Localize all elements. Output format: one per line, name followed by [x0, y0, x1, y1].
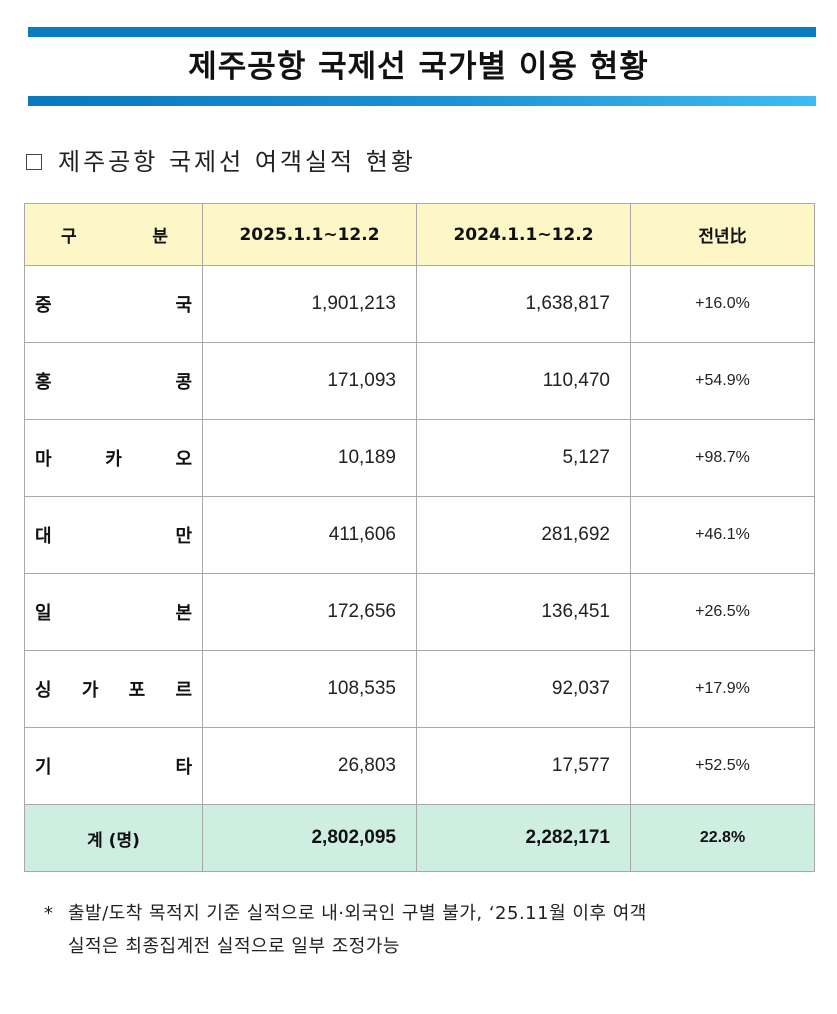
country-char: 기: [35, 757, 52, 778]
total-label: 계 (명): [24, 804, 203, 872]
value-2025: 171,093: [202, 342, 417, 420]
country-char: 오: [175, 449, 192, 470]
table-row: 대 만 411,606 281,692 +46.1%: [24, 496, 815, 574]
country-char: 대: [35, 526, 52, 547]
country-char: 포: [128, 680, 146, 701]
checkbox-square-icon: [26, 154, 42, 170]
country-char: 만: [175, 526, 192, 547]
table-row: 마 카 오 10,189 5,127 +98.7%: [24, 419, 815, 497]
total-yoy-change: 22.8%: [630, 804, 815, 872]
value-2025: 1,901,213: [202, 265, 417, 343]
country-char: 콩: [175, 372, 192, 393]
table-total-row: 계 (명) 2,802,095 2,282,171 22.8%: [24, 804, 815, 872]
value-2024: 136,451: [416, 573, 631, 651]
yoy-change: +16.0%: [630, 265, 815, 343]
yoy-change: +17.9%: [630, 650, 815, 728]
country-char: 국: [175, 295, 192, 316]
table-header-row: 구 분 2025.1.1~12.2 2024.1.1~12.2 전년比: [24, 203, 815, 266]
table-row: 중 국 1,901,213 1,638,817 +16.0%: [24, 265, 815, 343]
passenger-table: 구 분 2025.1.1~12.2 2024.1.1~12.2 전년比 중 국 …: [24, 203, 815, 872]
country-cell: 대 만: [24, 496, 203, 574]
value-2024: 92,037: [416, 650, 631, 728]
value-2024: 17,577: [416, 727, 631, 805]
yoy-change: +98.7%: [630, 419, 815, 497]
table-row: 홍 콩 171,093 110,470 +54.9%: [24, 342, 815, 420]
country-char: 가: [81, 680, 99, 701]
value-2024: 5,127: [416, 419, 631, 497]
section-heading-text: 제주공항 국제선 여객실적 현황: [58, 148, 416, 176]
country-char: 카: [105, 449, 122, 470]
value-2025: 10,189: [202, 419, 417, 497]
page-title: 제주공항 국제선 국가별 이용 현황: [188, 49, 649, 85]
country-cell: 중 국: [24, 265, 203, 343]
title-top-bar: [28, 27, 816, 37]
value-2025: 172,656: [202, 573, 417, 651]
table-row: 기 타 26,803 17,577 +52.5%: [24, 727, 815, 805]
header-category: 구 분: [24, 203, 203, 266]
header-2024: 2024.1.1~12.2: [416, 203, 631, 266]
country-cell: 일 본: [24, 573, 203, 651]
country-cell: 마 카 오: [24, 419, 203, 497]
yoy-change: +46.1%: [630, 496, 815, 574]
total-2025: 2,802,095: [202, 804, 417, 872]
header-yoy: 전년比: [630, 203, 815, 266]
country-char: 타: [175, 757, 192, 778]
section-heading: 제주공항 국제선 여객실적 현황: [26, 144, 416, 180]
country-char: 중: [35, 295, 52, 316]
country-cell: 홍 콩: [24, 342, 203, 420]
footnote: * 출발/도착 목적지 기준 실적으로 내·외국인 구별 불가, ‘25.11월…: [44, 897, 814, 963]
footnote-marker: *: [44, 903, 53, 924]
value-2025: 26,803: [202, 727, 417, 805]
table-row: 일 본 172,656 136,451 +26.5%: [24, 573, 815, 651]
header-category-char: 분: [152, 227, 168, 247]
country-char: 싱: [35, 680, 52, 701]
country-cell: 싱 가 포 르: [24, 650, 203, 728]
total-2024: 2,282,171: [416, 804, 631, 872]
yoy-change: +54.9%: [630, 342, 815, 420]
country-cell: 기 타: [24, 727, 203, 805]
table-row: 싱 가 포 르 108,535 92,037 +17.9%: [24, 650, 815, 728]
value-2024: 110,470: [416, 342, 631, 420]
header-category-char: 구: [61, 227, 77, 247]
value-2024: 1,638,817: [416, 265, 631, 343]
yoy-change: +26.5%: [630, 573, 815, 651]
country-char: 마: [35, 449, 52, 470]
country-char: 르: [175, 680, 192, 701]
country-char: 일: [35, 603, 52, 624]
value-2024: 281,692: [416, 496, 631, 574]
header-2025: 2025.1.1~12.2: [202, 203, 417, 266]
country-char: 본: [175, 603, 192, 624]
title-bottom-bar: [28, 96, 816, 106]
country-char: 홍: [35, 372, 52, 393]
footnote-line-1: 출발/도착 목적지 기준 실적으로 내·외국인 구별 불가, ‘25.11월 이…: [68, 903, 647, 924]
footnote-line-2: 실적은 최종집계전 실적으로 일부 조정가능: [68, 936, 400, 957]
yoy-change: +52.5%: [630, 727, 815, 805]
value-2025: 411,606: [202, 496, 417, 574]
value-2025: 108,535: [202, 650, 417, 728]
